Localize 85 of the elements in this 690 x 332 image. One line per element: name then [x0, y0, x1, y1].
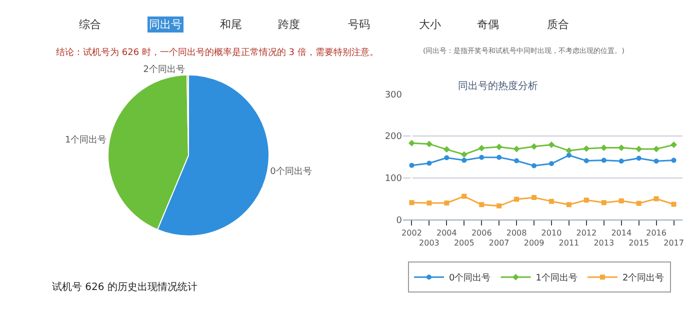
text: 大小 — [419, 18, 441, 31]
point — [584, 158, 589, 164]
point — [530, 143, 538, 150]
point — [532, 195, 537, 200]
text: 综合 — [79, 18, 101, 31]
point — [496, 203, 502, 208]
x-tick-label: 2014 — [611, 228, 632, 238]
point — [566, 147, 572, 154]
point — [653, 146, 660, 152]
point — [532, 163, 537, 168]
point — [514, 158, 520, 164]
x-tick-label: 2003 — [419, 238, 440, 248]
point — [409, 200, 414, 206]
y-tick-label: 100 — [384, 174, 402, 184]
point — [426, 160, 432, 166]
point — [548, 142, 555, 148]
text: 结论：试机号为 626 时，一个同出号的概率是正常情况的 3 倍，需要特别注意。 — [56, 47, 378, 58]
point — [444, 155, 450, 160]
point — [654, 158, 659, 164]
slice-label: 1个同出号 — [64, 134, 107, 146]
x-tick-label: 2005 — [454, 238, 474, 248]
legend-label: 1个同出号 — [536, 272, 578, 284]
text: 和尾 — [220, 18, 242, 31]
point — [496, 154, 502, 160]
x-tick-label: 2017 — [664, 238, 684, 248]
point — [513, 146, 520, 152]
point — [636, 156, 642, 161]
slice-label: 0个同出号 — [270, 166, 312, 177]
point — [601, 200, 606, 206]
point — [479, 202, 484, 208]
x-tick-label: 2013 — [594, 238, 614, 248]
text: 跨度 — [278, 18, 300, 31]
point — [636, 146, 642, 152]
x-tick-label: 2012 — [576, 228, 597, 238]
text: 号码 — [348, 18, 370, 31]
text: 试机号 626 的历史出现情况统计 — [52, 281, 198, 293]
x-tick-label: 2006 — [471, 228, 492, 238]
point — [584, 198, 589, 203]
point — [548, 161, 554, 166]
point — [462, 194, 467, 199]
point — [460, 151, 468, 158]
legend-label: 2个同出号 — [622, 272, 664, 284]
point — [444, 200, 450, 206]
point — [443, 146, 450, 153]
point — [618, 198, 624, 204]
y-tick-label: 300 — [384, 90, 402, 100]
point — [409, 162, 414, 168]
point — [670, 142, 678, 148]
y-tick-label: 200 — [384, 132, 402, 142]
text: 同出号 — [149, 18, 182, 31]
point — [426, 200, 432, 206]
point — [566, 202, 572, 208]
point — [548, 198, 554, 204]
point — [408, 140, 415, 146]
point — [478, 144, 485, 152]
point — [636, 200, 642, 206]
point — [514, 196, 520, 202]
point — [618, 144, 625, 151]
point — [671, 158, 676, 163]
text: 奇偶 — [477, 18, 499, 31]
x-tick-label: 2002 — [402, 228, 422, 238]
point — [496, 144, 502, 150]
x-tick-label: 2015 — [628, 238, 650, 248]
point — [600, 144, 608, 151]
point — [618, 158, 624, 164]
x-tick-label: 2010 — [541, 228, 562, 238]
x-tick-label: 2016 — [646, 228, 666, 238]
point — [583, 145, 590, 152]
x-tick-label: 2008 — [506, 228, 527, 238]
point — [462, 158, 467, 163]
point — [601, 158, 606, 163]
point — [671, 202, 676, 207]
text: 质合 — [547, 18, 569, 31]
x-tick-label: 2009 — [524, 238, 544, 248]
y-tick-label: 0 — [396, 216, 402, 226]
chart-title: 同出号的热度分析 — [458, 80, 538, 92]
point — [426, 140, 432, 148]
x-tick-label: 2004 — [436, 228, 457, 238]
point — [479, 154, 484, 160]
slice-label: 2个同出号 — [143, 64, 185, 75]
x-tick-label: 2007 — [488, 238, 510, 248]
point — [566, 152, 572, 158]
legend-label: 0个同出号 — [449, 272, 491, 284]
x-tick-label: 2011 — [558, 238, 580, 248]
point — [654, 196, 659, 202]
